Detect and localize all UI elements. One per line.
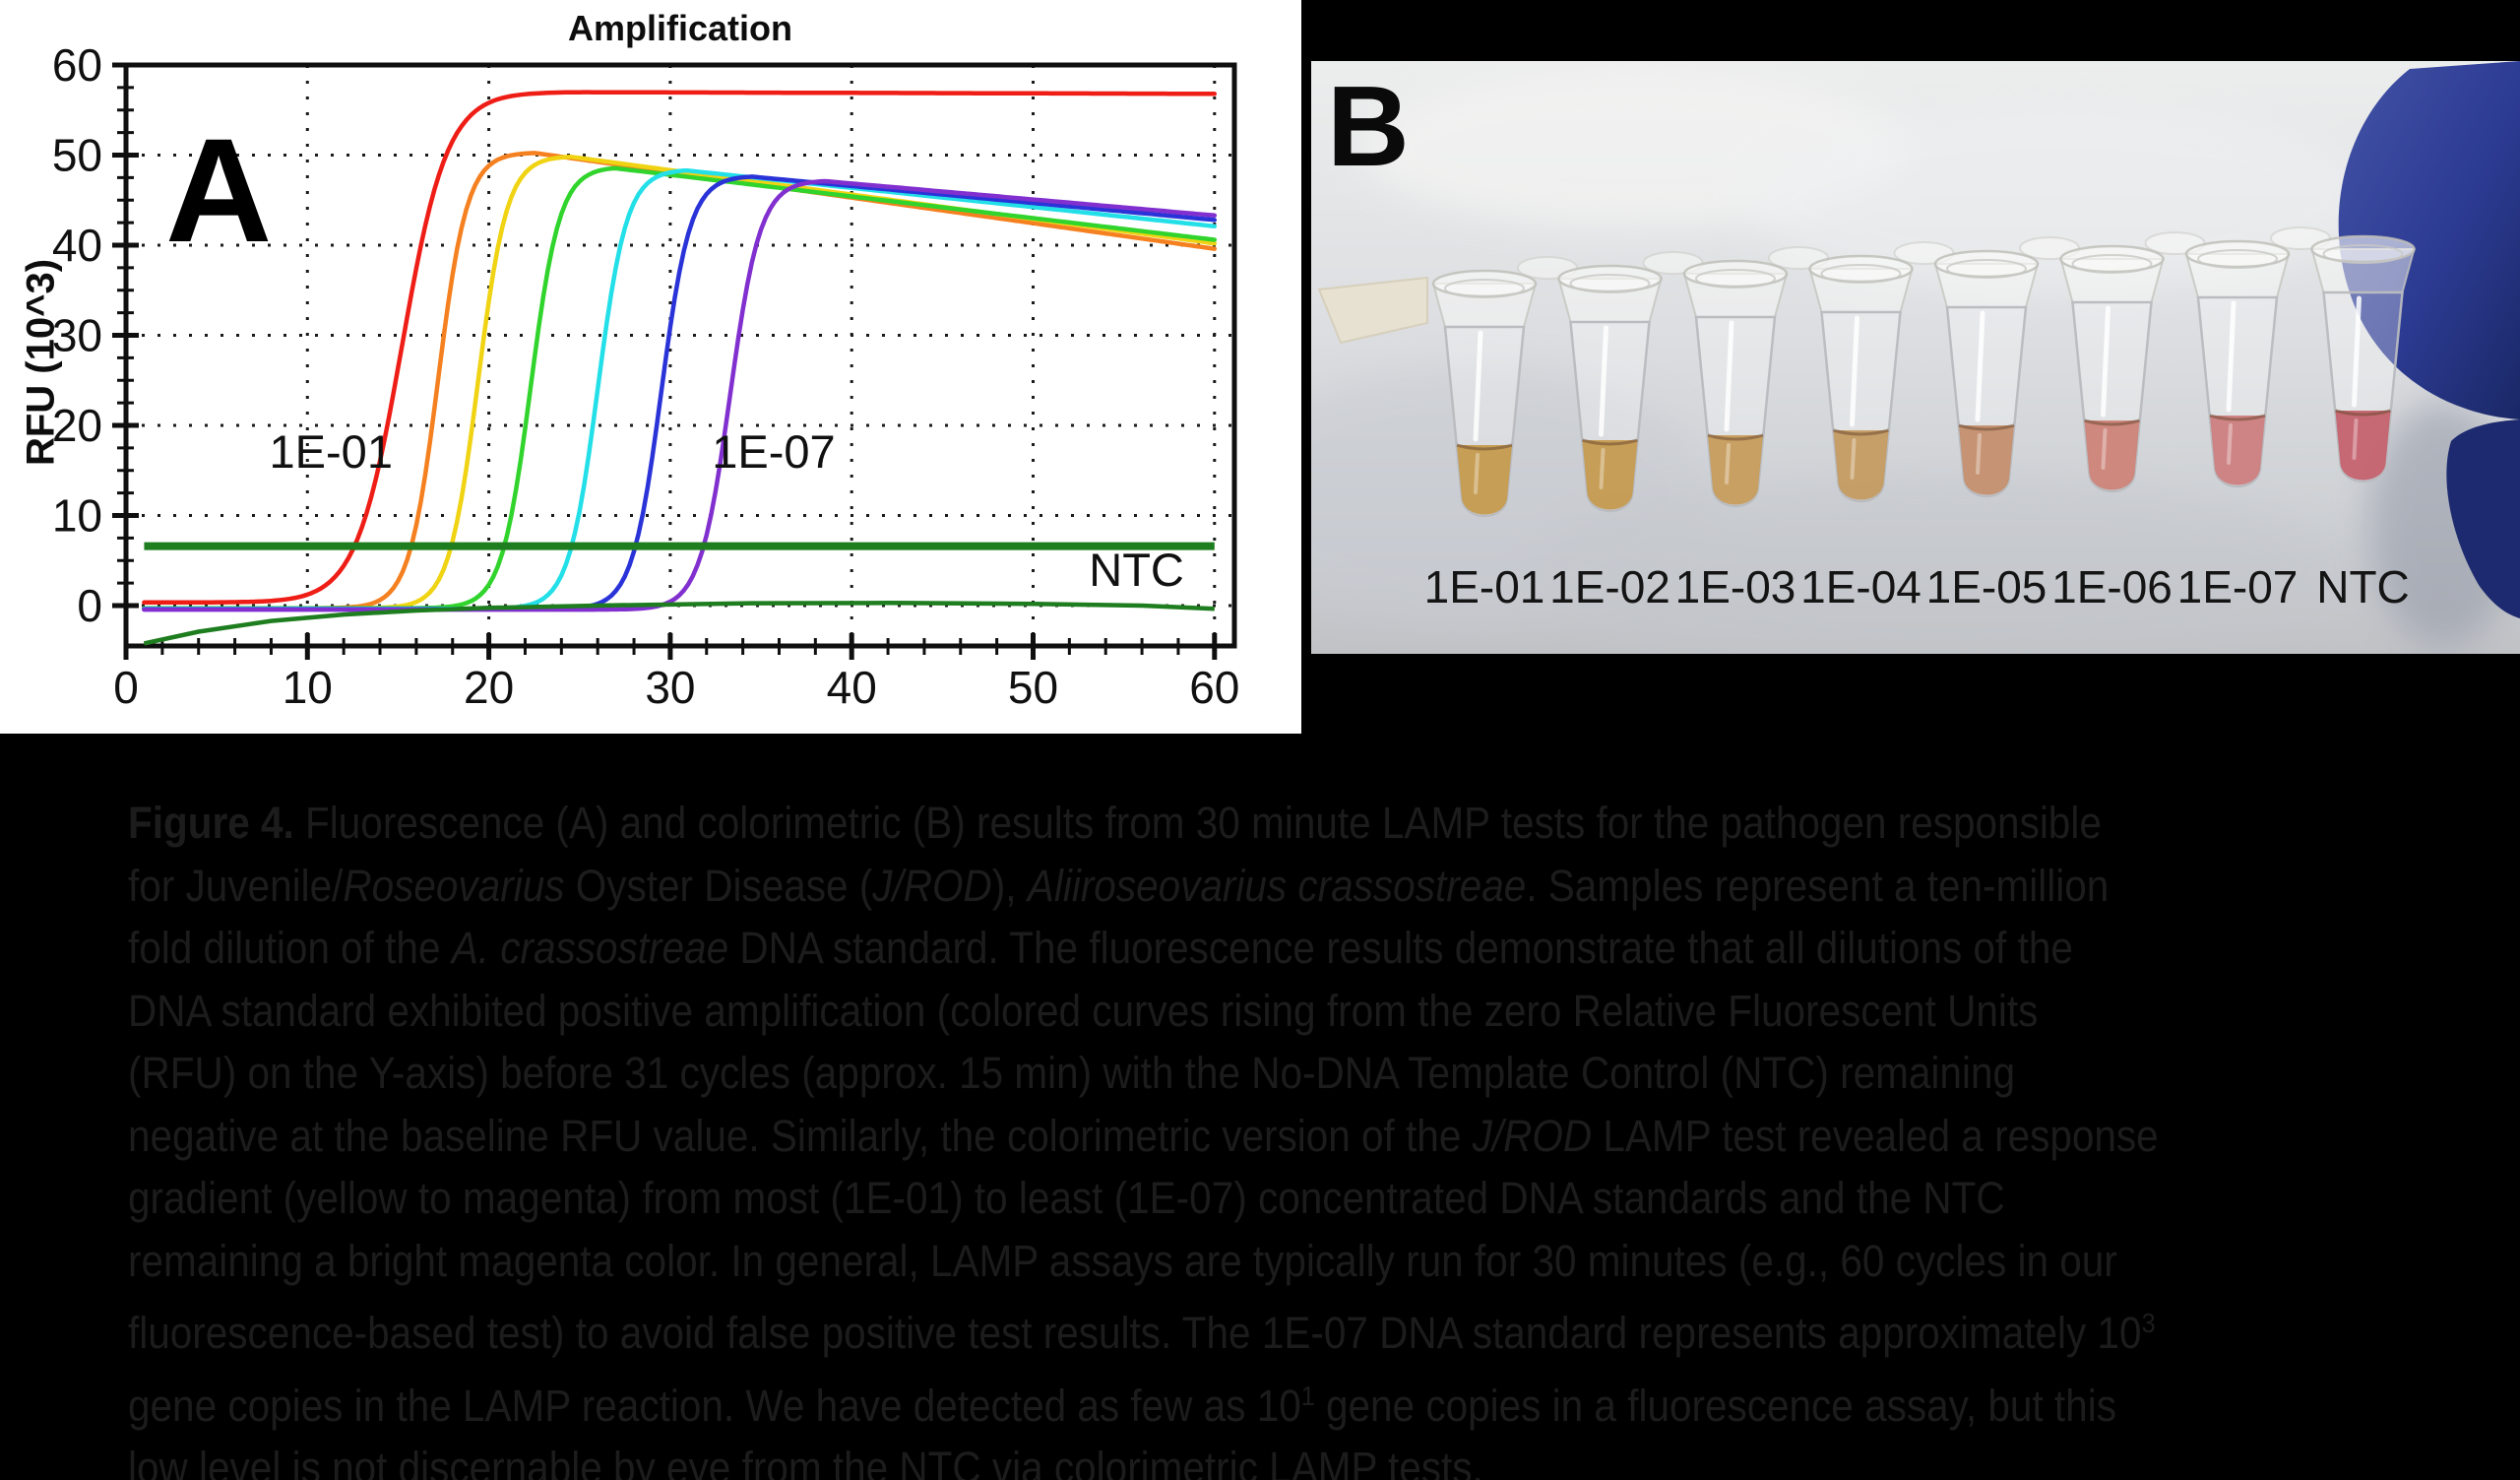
panel-b-letter: B bbox=[1327, 62, 1410, 190]
tube-1E-07 bbox=[2184, 226, 2331, 488]
tube-liquid bbox=[1457, 445, 1512, 515]
tube-liquid bbox=[2335, 411, 2391, 481]
tube-highlight bbox=[1850, 315, 1859, 427]
x-tick-label: 30 bbox=[645, 662, 695, 713]
tube-label: 1E-01 bbox=[1424, 561, 1545, 612]
series-1E-07 bbox=[142, 178, 1218, 612]
curve-annotation: NTC bbox=[1089, 544, 1184, 596]
tube-1E-04 bbox=[1808, 241, 1955, 503]
panel-a-fluorescence: 0 10 20 30 40 50 60 0 10 20 30 40 50 60 1E-01 1E-07 NTC … bbox=[0, 0, 1301, 734]
chart-title: Amplification bbox=[567, 8, 792, 48]
glove-upper bbox=[2338, 61, 2520, 419]
tube-label: 1E-04 bbox=[1800, 561, 1922, 612]
tube-highlight bbox=[1724, 320, 1734, 432]
tube-label: 1E-06 bbox=[2051, 561, 2173, 612]
y-tick-label: 20 bbox=[52, 400, 102, 451]
caption-line: gradient (yellow to magenta) from most (… bbox=[128, 1173, 2005, 1223]
tube-liquid bbox=[2210, 416, 2265, 485]
tube-highlight bbox=[2101, 305, 2110, 418]
series-NTC bbox=[143, 601, 1215, 646]
plot-frame bbox=[123, 62, 1237, 649]
tube-highlight bbox=[1975, 310, 1985, 422]
tube-1E-05 bbox=[1933, 236, 2080, 498]
glove-lower bbox=[2446, 419, 2520, 618]
background-shadow bbox=[1528, 475, 2355, 672]
x-tick-label: 10 bbox=[283, 662, 333, 713]
y-tick-label: 10 bbox=[52, 490, 102, 542]
caption-line: DNA standard exhibited positive amplific… bbox=[128, 985, 2039, 1036]
strip-tab bbox=[1317, 276, 1428, 345]
tube-liquid bbox=[1708, 435, 1763, 505]
tube-highlight bbox=[2352, 295, 2362, 408]
series-1E-01 bbox=[142, 90, 1218, 606]
tube-1E-01 bbox=[1431, 256, 1578, 518]
amplification-chart: 0 10 20 30 40 50 60 0 10 20 30 40 50 60 1E-01 1E-07 NTC bbox=[52, 39, 1240, 713]
tube-liquid bbox=[1959, 425, 2014, 495]
tube-liquid bbox=[1833, 430, 1889, 500]
tube-strip-photo: 1E-01 1E-02 1E-03 1E-04 1E-05 1E-06 1E-07 NTC bbox=[1223, 61, 2520, 672]
curve-annotation: 1E-01 bbox=[270, 425, 393, 478]
caption-line: for Juvenile/Roseovarius Oyster Disease … bbox=[128, 860, 2110, 911]
tube-label: NTC bbox=[2316, 561, 2410, 612]
caption-line: low level is not discernable by eye from… bbox=[128, 1443, 1483, 1480]
x-tick-label: 0 bbox=[113, 662, 139, 713]
x-tick-label: 60 bbox=[1189, 662, 1239, 713]
tube-1E-02 bbox=[1557, 251, 1704, 513]
panel-b-colorimetric-photo: 1E-01 1E-02 1E-03 1E-04 1E-05 1E-06 1E-07 NTC B bbox=[1223, 61, 2520, 672]
caption-line: negative at the baseline RFU value. Simi… bbox=[128, 1110, 2159, 1161]
caption-line: fluorescence-based test) to avoid false … bbox=[128, 1308, 2156, 1358]
y-axis-label: RFU (10^3) bbox=[19, 258, 63, 467]
tube-highlight bbox=[1473, 330, 1483, 442]
x-tick-label: 20 bbox=[464, 662, 514, 713]
caption-line: remaining a bright magenta color. In gen… bbox=[128, 1235, 2117, 1286]
tube-label: 1E-02 bbox=[1549, 561, 1670, 612]
y-tick-label: 50 bbox=[52, 130, 102, 181]
panel-a-letter: A bbox=[165, 107, 273, 273]
tube-liquid bbox=[2084, 420, 2140, 490]
tube-highlight bbox=[1599, 325, 1608, 437]
caption-line: fold dilution of the A. crassostreae DNA… bbox=[128, 923, 2073, 973]
caption-line: gene copies in the LAMP reaction. We hav… bbox=[128, 1380, 2116, 1431]
x-tick-label: 50 bbox=[1008, 662, 1058, 713]
caption-line: Figure 4. Fluorescence (A) and colorimet… bbox=[128, 798, 2102, 848]
x-tick-label: 40 bbox=[827, 662, 877, 713]
curve-annotation: 1E-07 bbox=[712, 425, 835, 478]
tube-highlight bbox=[2226, 300, 2236, 413]
tube-label: 1E-05 bbox=[1926, 561, 2048, 612]
y-tick-label: 60 bbox=[52, 39, 102, 91]
tube-1E-06 bbox=[2059, 231, 2206, 493]
tube-liquid bbox=[1582, 440, 1638, 510]
figure-caption: Figure 4. Fluorescence (A) and colorimet… bbox=[128, 792, 2159, 1480]
y-tick-label: 0 bbox=[77, 580, 102, 631]
caption-line: (RFU) on the Y-axis) before 31 cycles (a… bbox=[128, 1048, 2015, 1098]
tube-label: 1E-07 bbox=[2177, 561, 2299, 612]
tube-NTC bbox=[2310, 234, 2416, 483]
y-tick-label: 30 bbox=[52, 310, 102, 361]
tube-label: 1E-03 bbox=[1675, 561, 1796, 612]
y-tick-label: 40 bbox=[52, 220, 102, 271]
tube-1E-03 bbox=[1682, 246, 1829, 508]
